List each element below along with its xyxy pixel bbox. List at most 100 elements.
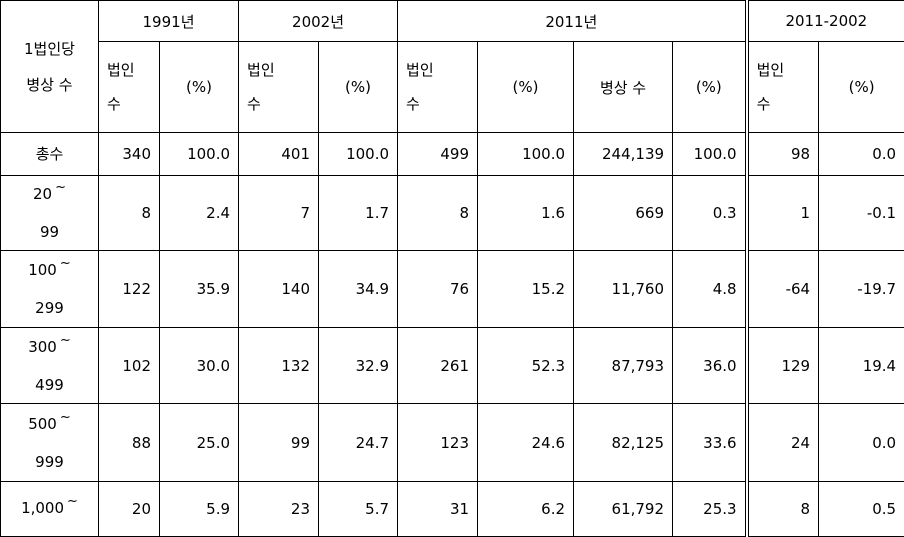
range-tilde: ~ xyxy=(60,256,71,271)
cell-p1991: 35.9 xyxy=(160,251,239,328)
row-label-text: 100 xyxy=(28,261,57,279)
cell-beds2011: 244,139 xyxy=(574,133,673,176)
header-beds-2011: 병상 수 xyxy=(574,42,673,133)
row-label: 100~299 xyxy=(1,251,99,328)
cell-pdiff: 0.0 xyxy=(819,404,904,482)
cell-beds2011: 82,125 xyxy=(574,404,673,482)
row-label-text-end: 99 xyxy=(40,223,59,241)
cell-beds2011: 61,792 xyxy=(574,482,673,537)
cell-c1991: 122 xyxy=(99,251,160,328)
row-label-text-end: 999 xyxy=(35,453,64,471)
cell-c1991: 340 xyxy=(99,133,160,176)
header-corp-2002-l2: 수 xyxy=(247,95,261,113)
header-corp-diff-l2: 수 xyxy=(757,95,771,113)
header-pct-diff: (%) xyxy=(819,42,904,133)
cell-c1991: 20 xyxy=(99,482,160,537)
cell-pdiff: -0.1 xyxy=(819,176,904,251)
cell-p2011: 6.2 xyxy=(478,482,574,537)
cell-cdiff: 1 xyxy=(747,176,819,251)
cell-p2011: 24.6 xyxy=(478,404,574,482)
cell-c2002: 99 xyxy=(239,404,319,482)
cell-cdiff: -64 xyxy=(747,251,819,328)
header-corp-2002-l1: 법인 xyxy=(247,61,275,79)
header-corp-2011-l1: 법인 xyxy=(406,61,434,79)
header-pct-2002: (%) xyxy=(319,42,398,133)
cell-p1991: 25.0 xyxy=(160,404,239,482)
header-diff: 2011-2002 xyxy=(747,1,904,42)
range-tilde: ~ xyxy=(60,333,71,348)
cell-c1991: 8 xyxy=(99,176,160,251)
cell-pdiff: -19.7 xyxy=(819,251,904,328)
cell-pdiff: 0.0 xyxy=(819,133,904,176)
cell-cdiff: 24 xyxy=(747,404,819,482)
row-label: 1,000~ xyxy=(1,482,99,537)
row-label-header-line2: 병상 수 xyxy=(26,76,72,94)
cell-p1991: 30.0 xyxy=(160,328,239,404)
cell-c1991: 88 xyxy=(99,404,160,482)
cell-bp2011: 36.0 xyxy=(673,328,747,404)
cell-cdiff: 98 xyxy=(747,133,819,176)
header-corp-2011-l2: 수 xyxy=(406,95,420,113)
cell-c2011: 261 xyxy=(398,328,478,404)
cell-p2002: 32.9 xyxy=(319,328,398,404)
cell-c2002: 7 xyxy=(239,176,319,251)
row-label-header-line1: 1법인당 xyxy=(24,40,75,58)
header-bedpct-2011: (%) xyxy=(673,42,747,133)
cell-c2011: 123 xyxy=(398,404,478,482)
header-corp-diff-l1: 법인 xyxy=(757,61,785,79)
cell-cdiff: 8 xyxy=(747,482,819,537)
cell-p2011: 1.6 xyxy=(478,176,574,251)
header-pct-1991: (%) xyxy=(160,42,239,133)
cell-p2002: 5.7 xyxy=(319,482,398,537)
cell-p2002: 24.7 xyxy=(319,404,398,482)
cell-c2011: 31 xyxy=(398,482,478,537)
cell-c2002: 140 xyxy=(239,251,319,328)
cell-bp2011: 100.0 xyxy=(673,133,747,176)
row-label-text-end: 299 xyxy=(35,299,64,317)
row-label: 500~999 xyxy=(1,404,99,482)
range-tilde: ~ xyxy=(67,494,78,509)
row-label: 총수 xyxy=(1,133,99,176)
cell-c2011: 8 xyxy=(398,176,478,251)
header-2002: 2002년 xyxy=(239,1,398,42)
row-label: 300~499 xyxy=(1,328,99,404)
cell-p1991: 5.9 xyxy=(160,482,239,537)
cell-p1991: 2.4 xyxy=(160,176,239,251)
cell-c2002: 132 xyxy=(239,328,319,404)
cell-p2011: 100.0 xyxy=(478,133,574,176)
cell-c1991: 102 xyxy=(99,328,160,404)
cell-bp2011: 33.6 xyxy=(673,404,747,482)
row-label-text: 300 xyxy=(28,338,57,356)
header-pct-2011: (%) xyxy=(478,42,574,133)
cell-beds2011: 11,760 xyxy=(574,251,673,328)
cell-c2011: 499 xyxy=(398,133,478,176)
row-label-text: 20 xyxy=(33,185,52,203)
row-label-text: 500 xyxy=(28,415,57,433)
cell-p2002: 34.9 xyxy=(319,251,398,328)
cell-pdiff: 19.4 xyxy=(819,328,904,404)
cell-p1991: 100.0 xyxy=(160,133,239,176)
cell-bp2011: 0.3 xyxy=(673,176,747,251)
cell-p2002: 1.7 xyxy=(319,176,398,251)
cell-c2011: 76 xyxy=(398,251,478,328)
cell-pdiff: 0.5 xyxy=(819,482,904,537)
cell-cdiff: 129 xyxy=(747,328,819,404)
range-tilde: ~ xyxy=(60,410,71,425)
cell-beds2011: 87,793 xyxy=(574,328,673,404)
cell-p2011: 15.2 xyxy=(478,251,574,328)
header-2011: 2011년 xyxy=(398,1,747,42)
cell-p2011: 52.3 xyxy=(478,328,574,404)
